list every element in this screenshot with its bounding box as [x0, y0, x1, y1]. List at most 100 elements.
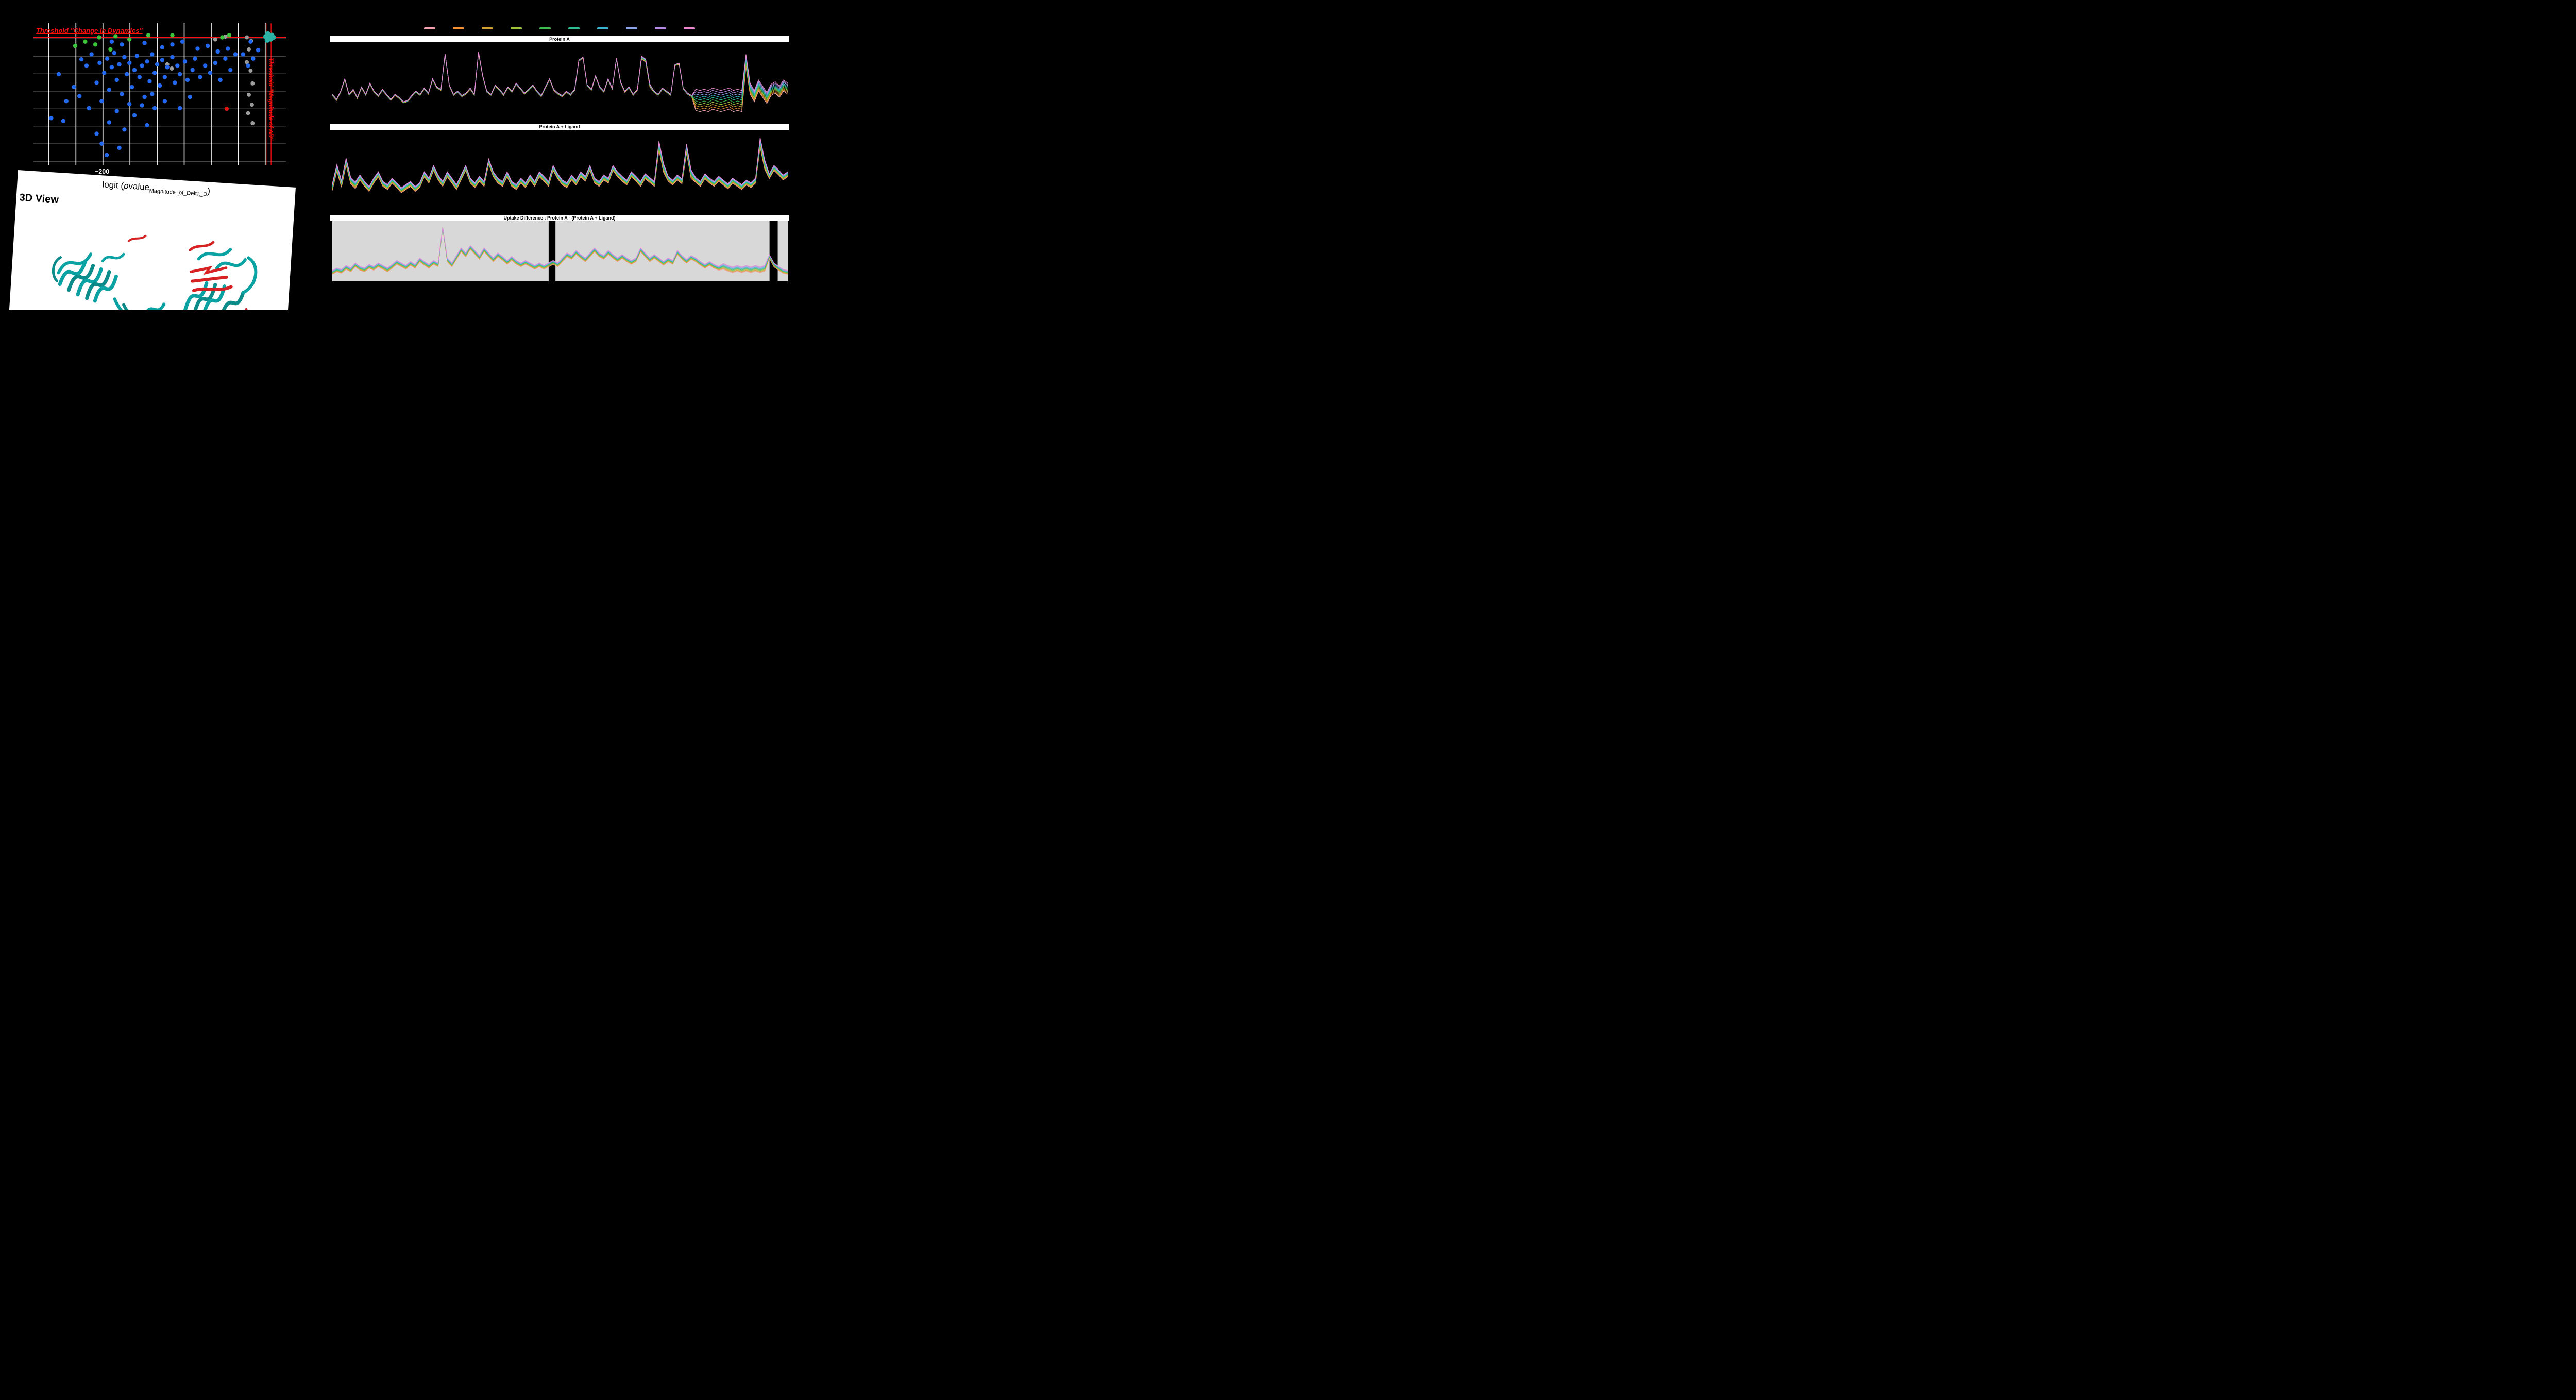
scatter-point-blue[interactable] [49, 116, 54, 121]
scatter-point-blue[interactable] [114, 77, 119, 82]
scatter-point-blue[interactable] [107, 120, 112, 125]
scatter-point-blue[interactable] [147, 79, 152, 83]
scatter-point-blue[interactable] [99, 99, 104, 104]
scatter-point-blue[interactable] [215, 49, 220, 54]
scatter-point-gray[interactable] [250, 81, 255, 86]
scatter-point-blue[interactable] [213, 60, 217, 65]
scatter-point-blue[interactable] [188, 94, 192, 99]
scatter-point-blue[interactable] [256, 48, 261, 53]
scatter-point-blue[interactable] [102, 71, 107, 75]
scatter-point-blue[interactable] [94, 131, 99, 136]
scatter-point-blue[interactable] [145, 59, 149, 64]
scatter-point-gray[interactable] [170, 66, 174, 71]
scatter-point-green[interactable] [108, 47, 113, 52]
uptake-line[interactable] [332, 228, 788, 274]
uptake-line[interactable] [332, 146, 788, 192]
uptake-line[interactable] [332, 139, 788, 188]
scatter-point-blue[interactable] [170, 55, 175, 60]
uptake-line[interactable] [332, 143, 788, 191]
uptake-difference-chart[interactable] [332, 221, 788, 281]
uptake-line[interactable] [332, 145, 788, 192]
uptake-line[interactable] [332, 144, 788, 191]
uptake-line[interactable] [332, 147, 788, 193]
scatter-point-blue[interactable] [117, 62, 122, 66]
scatter-point-blue[interactable] [205, 43, 210, 48]
scatter-point-blue[interactable] [56, 72, 61, 77]
scatter-point-gray[interactable] [247, 92, 251, 97]
scatter-point-blue[interactable] [246, 63, 250, 68]
scatter-point-blue[interactable] [170, 42, 175, 47]
scatter-point-blue[interactable] [150, 52, 155, 57]
scatter-point-blue[interactable] [160, 58, 165, 62]
scatter-point-blue[interactable] [178, 72, 182, 77]
scatter-point-blue[interactable] [84, 63, 89, 68]
scatter-point-blue[interactable] [132, 68, 137, 72]
uptake-line[interactable] [332, 142, 788, 190]
scatter-point-blue[interactable] [223, 56, 228, 61]
scatter-point-blue[interactable] [145, 123, 149, 128]
scatter-point-green[interactable] [93, 42, 98, 47]
scatter-point-blue[interactable] [89, 52, 94, 57]
scatter-point-blue[interactable] [114, 109, 119, 113]
scatter-point-blue[interactable] [140, 63, 144, 68]
scatter-point-green[interactable] [227, 33, 231, 38]
scatter-point-blue[interactable] [203, 63, 208, 68]
scatter-point-blue[interactable] [160, 45, 165, 49]
scatter-point-blue[interactable] [195, 46, 200, 51]
scatter-point-blue[interactable] [241, 52, 245, 57]
scatter-point-blue[interactable] [61, 119, 65, 123]
uptake-line[interactable] [332, 228, 788, 273]
scatter-point-blue[interactable] [64, 99, 69, 104]
scatter-point-gray[interactable] [247, 47, 251, 52]
scatter-point-gray[interactable] [250, 121, 255, 125]
legend-swatch[interactable] [482, 27, 493, 29]
scatter-point-blue[interactable] [157, 83, 162, 88]
scatter-point-blue[interactable] [251, 56, 256, 61]
scatter-point-teal[interactable] [265, 31, 270, 37]
uptake-line[interactable] [332, 227, 788, 272]
uptake-line[interactable] [332, 228, 788, 273]
legend-swatch[interactable] [539, 27, 551, 29]
scatter-point-blue[interactable] [137, 75, 142, 79]
scatter-point-blue[interactable] [87, 106, 91, 111]
scatter-point-green[interactable] [146, 33, 151, 38]
scatter-point-gray[interactable] [213, 37, 217, 42]
scatter-point-blue[interactable] [109, 39, 114, 44]
legend-swatch[interactable] [424, 27, 435, 29]
uptake-line[interactable] [332, 227, 788, 272]
uptake-line[interactable] [332, 52, 788, 102]
uptake-line[interactable] [332, 227, 788, 272]
uptake-line[interactable] [332, 228, 788, 273]
scatter-point-blue[interactable] [107, 88, 112, 92]
scatter-point-blue[interactable] [125, 72, 129, 77]
legend-swatch[interactable] [684, 27, 695, 29]
scatter-point-blue[interactable] [226, 46, 230, 51]
scatter-point-blue[interactable] [72, 85, 76, 89]
legend-swatch[interactable] [597, 27, 608, 29]
scatter-point-blue[interactable] [129, 85, 134, 89]
volcano-plot[interactable] [33, 23, 286, 165]
scatter-point-blue[interactable] [99, 141, 104, 146]
uptake-line[interactable] [332, 141, 788, 190]
scatter-point-blue[interactable] [190, 68, 195, 72]
scatter-point-blue[interactable] [152, 71, 157, 75]
legend-swatch[interactable] [655, 27, 666, 29]
uptake-chart-protein-a[interactable] [332, 43, 788, 119]
scatter-point-green[interactable] [97, 35, 101, 40]
uptake-line[interactable] [332, 228, 788, 274]
scatter-point-green[interactable] [127, 37, 132, 42]
uptake-line[interactable] [332, 227, 788, 271]
scatter-point-red[interactable] [224, 106, 229, 111]
scatter-point-blue[interactable] [193, 56, 197, 61]
scatter-point-blue[interactable] [104, 153, 109, 157]
legend-swatch[interactable] [511, 27, 522, 29]
scatter-point-green[interactable] [220, 35, 225, 40]
scatter-point-blue[interactable] [162, 99, 167, 104]
scatter-point-blue[interactable] [120, 42, 124, 47]
scatter-point-blue[interactable] [185, 77, 190, 82]
scatter-point-blue[interactable] [182, 59, 188, 64]
scatter-point-gray[interactable] [245, 60, 249, 64]
scatter-point-blue[interactable] [228, 68, 233, 72]
scatter-point-blue[interactable] [198, 75, 202, 79]
scatter-point-blue[interactable] [94, 80, 99, 85]
